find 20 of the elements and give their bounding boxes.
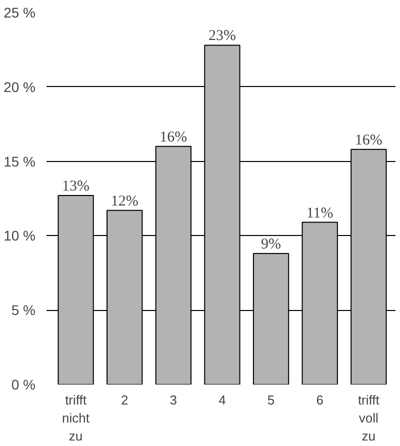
y-tick-label: 5 % [11, 302, 36, 318]
x-tick-label: trifft voll zu [358, 392, 380, 444]
data-label: 9% [261, 236, 282, 253]
y-tick-label: 10 % [4, 228, 36, 244]
x-tick-label: trifft nicht zu [62, 392, 90, 444]
x-tick-label: 4 [218, 392, 226, 408]
x-tick-label: 6 [316, 392, 324, 408]
y-tick-label: 15 % [4, 153, 36, 170]
x-tick-label: 2 [120, 392, 128, 408]
x-tick-label: 5 [267, 392, 275, 408]
data-label: 16% [160, 129, 188, 146]
data-label: 13% [62, 178, 90, 195]
data-label: 11% [306, 205, 334, 222]
y-tick-label: 20 % [4, 78, 36, 95]
y-tick-label: 25 % [4, 4, 36, 20]
y-tick-label: 0 % [11, 376, 36, 392]
data-label: 16% [354, 132, 382, 148]
x-tick-label: 3 [170, 392, 178, 408]
data-label: 12% [110, 193, 138, 210]
data-label: 23% [208, 28, 236, 44]
